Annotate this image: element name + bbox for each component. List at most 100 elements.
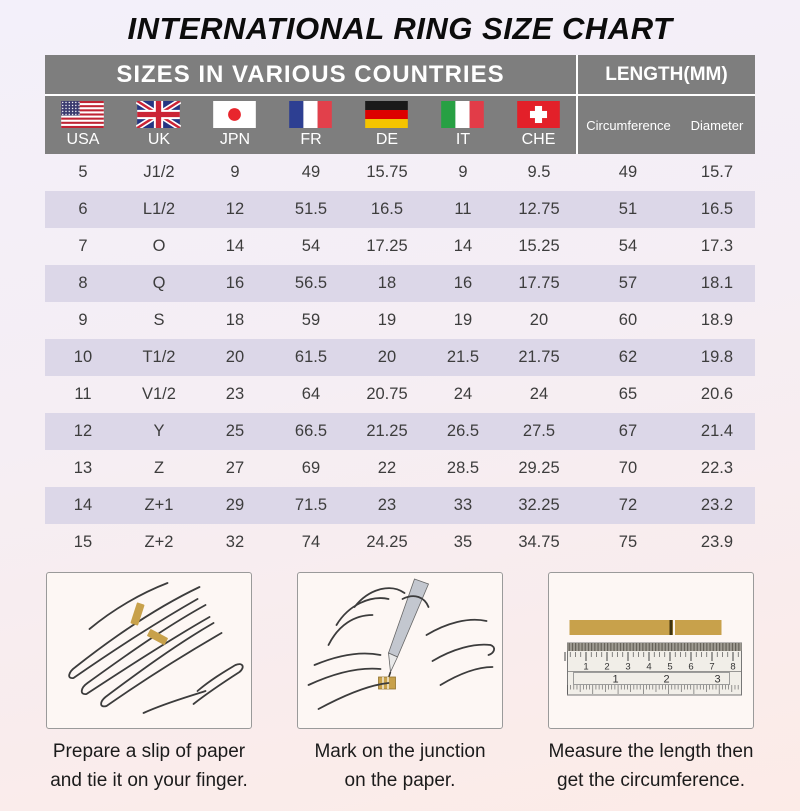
country-header-fr: FR <box>272 94 349 154</box>
cell-usa: 15 <box>73 533 93 551</box>
country-header-it: IT <box>424 94 501 154</box>
cell-jpn: 16 <box>225 274 245 292</box>
step-1-caption: Prepare a slip of paper and tie it on yo… <box>50 741 248 791</box>
cell-che: 17.75 <box>518 274 560 292</box>
svg-text:2: 2 <box>663 674 669 686</box>
switzerland-flag-icon <box>501 101 576 128</box>
cell-fr: 56.5 <box>294 274 328 292</box>
cell-che: 32.25 <box>518 496 560 514</box>
cell-fr: 66.5 <box>294 422 328 440</box>
cell-che: 9.5 <box>527 163 551 181</box>
cell-diameter: 18.9 <box>700 311 734 329</box>
pen-icon <box>388 578 430 658</box>
cell-usa: 13 <box>73 459 93 477</box>
cell-it: 9 <box>458 163 468 181</box>
cell-uk: Z <box>153 459 165 477</box>
table-country-header-row: USA UK JPN FR DE IT CHE Circumference Diameter <box>44 94 755 154</box>
sizes-group-header: SIZES IN VARIOUS COUNTRIES <box>44 55 577 95</box>
svg-text:6: 6 <box>688 662 693 673</box>
country-code: IT <box>455 131 471 148</box>
cell-usa: 9 <box>78 311 88 329</box>
cell-fr: 71.5 <box>294 496 328 514</box>
step-2: Mark on the junction on the paper. <box>297 572 503 795</box>
cell-che: 27.5 <box>522 422 556 440</box>
svg-text:5: 5 <box>667 662 672 673</box>
cell-de: 15.75 <box>366 163 408 181</box>
cell-circumference: 62 <box>618 348 638 366</box>
country-header-jpn: JPN <box>196 94 273 154</box>
svg-text:1: 1 <box>612 674 618 686</box>
cell-it: 33 <box>453 496 473 514</box>
ruler-cm-numbers: 1 2 3 4 5 6 7 8 <box>583 662 735 673</box>
japan-flag-icon <box>197 101 273 128</box>
cell-usa: 7 <box>78 237 88 255</box>
cell-circumference: 65 <box>618 385 638 403</box>
cell-it: 21.5 <box>446 348 480 366</box>
marking-pen-sketch <box>307 578 495 710</box>
step-3-caption: Measure the length then get the circumfe… <box>548 741 754 791</box>
country-header-che: CHE <box>500 94 577 154</box>
cell-de: 20 <box>377 348 397 366</box>
cell-fr: 51.5 <box>294 200 328 218</box>
step-2-caption: Mark on the junction on the paper. <box>314 741 486 791</box>
hand-sketch <box>68 582 244 714</box>
circumference-header: Circumference <box>575 94 679 154</box>
cell-circumference: 67 <box>618 422 638 440</box>
step-1: Prepare a slip of paper and tie it on yo… <box>46 572 252 795</box>
table-row: 8 Q 16 56.5 18 16 17.75 57 18.1 <box>44 265 755 302</box>
ruler-inch-numbers: 1 2 3 <box>612 674 720 686</box>
cell-de: 19 <box>377 311 397 329</box>
mark-junction-illustration <box>297 572 503 729</box>
ruler-inch-ticks <box>567 685 739 694</box>
ruler-top-band <box>567 643 742 651</box>
cell-jpn: 18 <box>225 311 245 329</box>
cell-it: 19 <box>453 311 473 329</box>
paper-strip-vertical <box>130 602 145 626</box>
country-header-uk: UK <box>120 94 197 154</box>
cell-it: 24 <box>453 385 473 403</box>
cell-usa: 11 <box>74 385 92 403</box>
cell-de: 23 <box>377 496 397 514</box>
svg-text:3: 3 <box>714 674 720 686</box>
country-code: UK <box>147 131 171 148</box>
cell-fr: 49 <box>301 163 321 181</box>
cell-diameter: 21.4 <box>700 422 734 440</box>
cell-uk: J1/2 <box>143 163 175 181</box>
ring-size-chart-page: INTERNATIONAL RING SIZE CHART SIZES IN V… <box>0 11 800 795</box>
cell-usa: 10 <box>73 348 93 366</box>
cell-diameter: 16.5 <box>700 200 734 218</box>
cell-de: 20.75 <box>366 385 408 403</box>
cell-fr: 69 <box>301 459 321 477</box>
paper-strip <box>569 620 722 635</box>
cell-uk: T1/2 <box>142 348 176 366</box>
table-row: 5 J1/2 9 49 15.75 9 9.5 49 15.7 <box>45 154 755 191</box>
cell-circumference: 49 <box>618 163 638 181</box>
cell-it: 16 <box>453 274 473 292</box>
cell-de: 21.25 <box>366 422 408 440</box>
cell-jpn: 25 <box>225 422 245 440</box>
country-code: FR <box>300 131 322 148</box>
cell-de: 24.25 <box>366 533 408 551</box>
cell-jpn: 20 <box>225 348 245 366</box>
cell-circumference: 72 <box>618 496 638 514</box>
cell-fr: 64 <box>301 385 321 403</box>
svg-text:1: 1 <box>583 662 588 673</box>
country-code: CHE <box>521 131 556 148</box>
cell-circumference: 54 <box>618 237 638 255</box>
table-body: 5 J1/2 9 49 15.75 9 9.5 49 15.7 6 L1/2 12 51.5 16.5 11… <box>44 154 755 561</box>
table-row: 13 Z 27 69 22 28.5 29.25 70 22.3 <box>45 450 755 487</box>
country-header-de: DE <box>348 94 425 154</box>
cell-de: 22 <box>377 459 397 477</box>
cell-usa: 14 <box>73 496 93 514</box>
cell-diameter: 18.1 <box>700 274 734 292</box>
cell-circumference: 57 <box>618 274 638 292</box>
cell-diameter: 23.2 <box>700 496 734 514</box>
paper-strip-angled <box>147 629 168 645</box>
country-code: DE <box>375 131 399 148</box>
cell-circumference: 51 <box>618 200 638 218</box>
cell-uk: Q <box>152 274 166 292</box>
cell-diameter: 15.7 <box>700 163 734 181</box>
